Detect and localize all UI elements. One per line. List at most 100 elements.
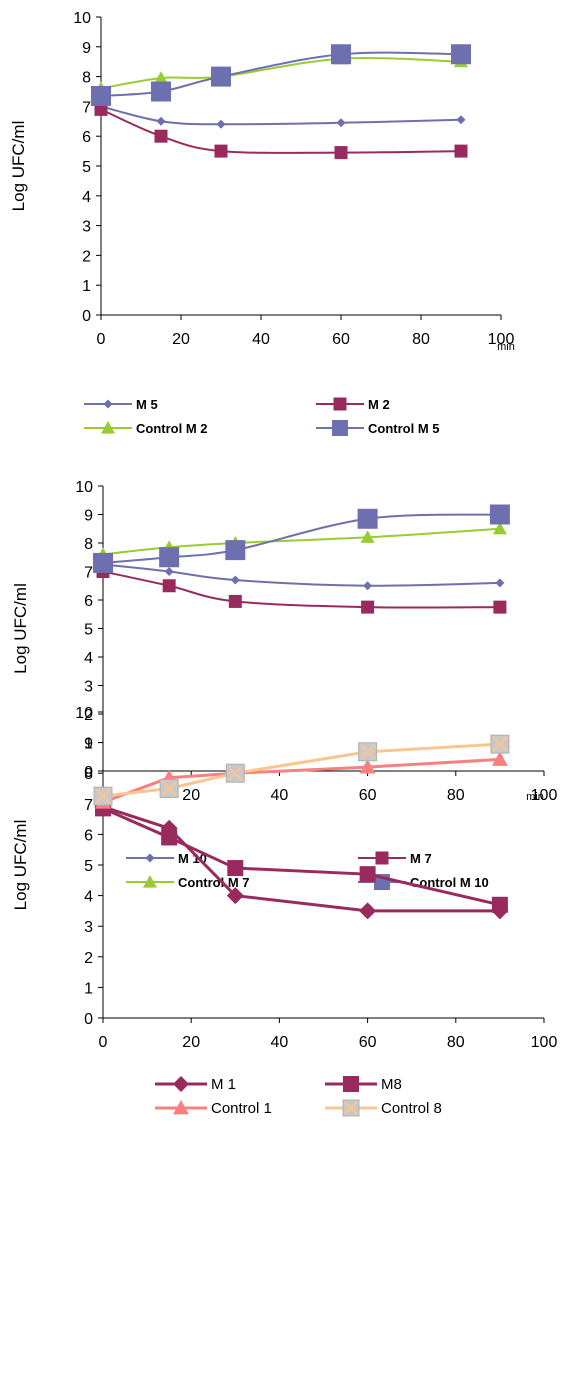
y-tick-label: 0 <box>84 764 93 781</box>
legend-label: Control M 10 <box>410 875 489 890</box>
y-tick-label: 0 <box>82 308 91 325</box>
legend-marker <box>145 853 155 863</box>
data-point <box>359 902 377 920</box>
x-tick-label: 80 <box>412 331 430 348</box>
data-point <box>493 600 507 614</box>
legend-marker <box>173 1100 189 1115</box>
x-tick-label: 0 <box>97 331 106 348</box>
legend-marker <box>101 421 115 434</box>
data-point <box>490 734 510 754</box>
data-point <box>451 44 471 65</box>
legend-entry: M 2 <box>316 397 390 412</box>
legend-label: Control 8 <box>381 1100 442 1117</box>
x-tick-label: 100 <box>531 1034 558 1051</box>
series-line-2 <box>100 108 462 154</box>
data-point <box>162 579 176 593</box>
data-point <box>492 521 507 535</box>
data-point <box>161 829 178 846</box>
data-point <box>456 115 466 125</box>
data-point <box>359 759 376 774</box>
x-tick-label: 60 <box>332 331 350 348</box>
x-axis-unit-label: min <box>497 341 515 353</box>
series-line-3 <box>100 57 462 90</box>
legend-marker <box>332 420 348 436</box>
data-point <box>334 146 348 160</box>
x-tick-label: 60 <box>359 787 377 804</box>
y-tick-label: 9 <box>82 40 91 57</box>
data-point <box>489 504 510 525</box>
legend-entry: M 10 <box>126 851 207 866</box>
x-tick-label: 40 <box>271 1034 289 1051</box>
data-point <box>159 779 179 798</box>
data-point <box>358 742 378 762</box>
x-tick-label: 60 <box>359 1034 377 1051</box>
y-tick-label: 4 <box>82 189 91 206</box>
legend-label: Control 1 <box>211 1100 272 1117</box>
x-tick-label: 20 <box>182 1034 200 1051</box>
y-tick-label: 9 <box>84 508 93 525</box>
data-point <box>225 540 246 561</box>
legend-label: M 2 <box>368 397 390 412</box>
x-tick-label: 20 <box>172 331 190 348</box>
legend-entry: Control M 7 <box>126 875 250 890</box>
legend-entry: M 7 <box>358 851 432 866</box>
data-point <box>331 44 351 65</box>
data-point <box>357 508 378 529</box>
y-tick-label: 6 <box>84 827 93 844</box>
legend-label: M 5 <box>136 397 158 412</box>
data-point <box>454 144 468 158</box>
y-tick-label: 5 <box>84 622 93 639</box>
data-point <box>491 751 508 766</box>
legend-label: M8 <box>381 1076 402 1093</box>
y-tick-label: 3 <box>82 219 91 236</box>
data-point <box>359 866 376 883</box>
data-point <box>225 763 245 783</box>
data-point <box>94 102 108 116</box>
data-point <box>156 116 166 126</box>
y-tick-label: 2 <box>84 950 93 967</box>
y-tick-label: 8 <box>84 766 93 783</box>
y-tick-label: 10 <box>75 705 93 722</box>
legend-marker <box>375 851 389 865</box>
x-axis-unit-label: min <box>526 791 544 803</box>
data-point <box>228 594 242 608</box>
legend-entry: Control 1 <box>155 1100 272 1117</box>
x-tick-label: 100 <box>488 331 515 348</box>
data-point <box>491 896 508 913</box>
y-tick-label: 3 <box>84 679 93 696</box>
legend-marker <box>343 1076 359 1092</box>
y-tick-label: 10 <box>73 10 91 27</box>
data-point <box>361 600 375 614</box>
y-tick-label: 1 <box>84 980 93 997</box>
y-tick-label: 9 <box>84 736 93 753</box>
data-point <box>336 118 346 128</box>
data-point <box>226 887 244 905</box>
legend-label: Control M 5 <box>368 421 440 436</box>
y-tick-label: 10 <box>75 479 93 496</box>
data-point <box>93 786 113 806</box>
x-tick-label: 80 <box>447 787 465 804</box>
y-tick-label: 7 <box>84 565 93 582</box>
legend-marker <box>333 397 347 411</box>
y-tick-label: 3 <box>84 919 93 936</box>
data-point <box>495 578 505 588</box>
data-point <box>91 85 111 106</box>
data-point <box>93 552 113 573</box>
legend-marker <box>173 1076 189 1092</box>
data-point <box>230 575 240 585</box>
y-tick-label: 4 <box>84 650 93 667</box>
legend-entry: M 5 <box>84 397 158 412</box>
y-tick-label: 1 <box>82 278 91 295</box>
data-point <box>227 860 244 877</box>
y-tick-label: 5 <box>84 858 93 875</box>
y-tick-label: 1 <box>84 736 93 753</box>
legend-marker <box>342 1099 360 1117</box>
x-tick-label: 20 <box>182 787 200 804</box>
series-line-1 <box>102 563 500 587</box>
data-point <box>363 581 373 591</box>
legend-entry: M 1 <box>155 1076 236 1093</box>
data-point <box>151 81 171 102</box>
